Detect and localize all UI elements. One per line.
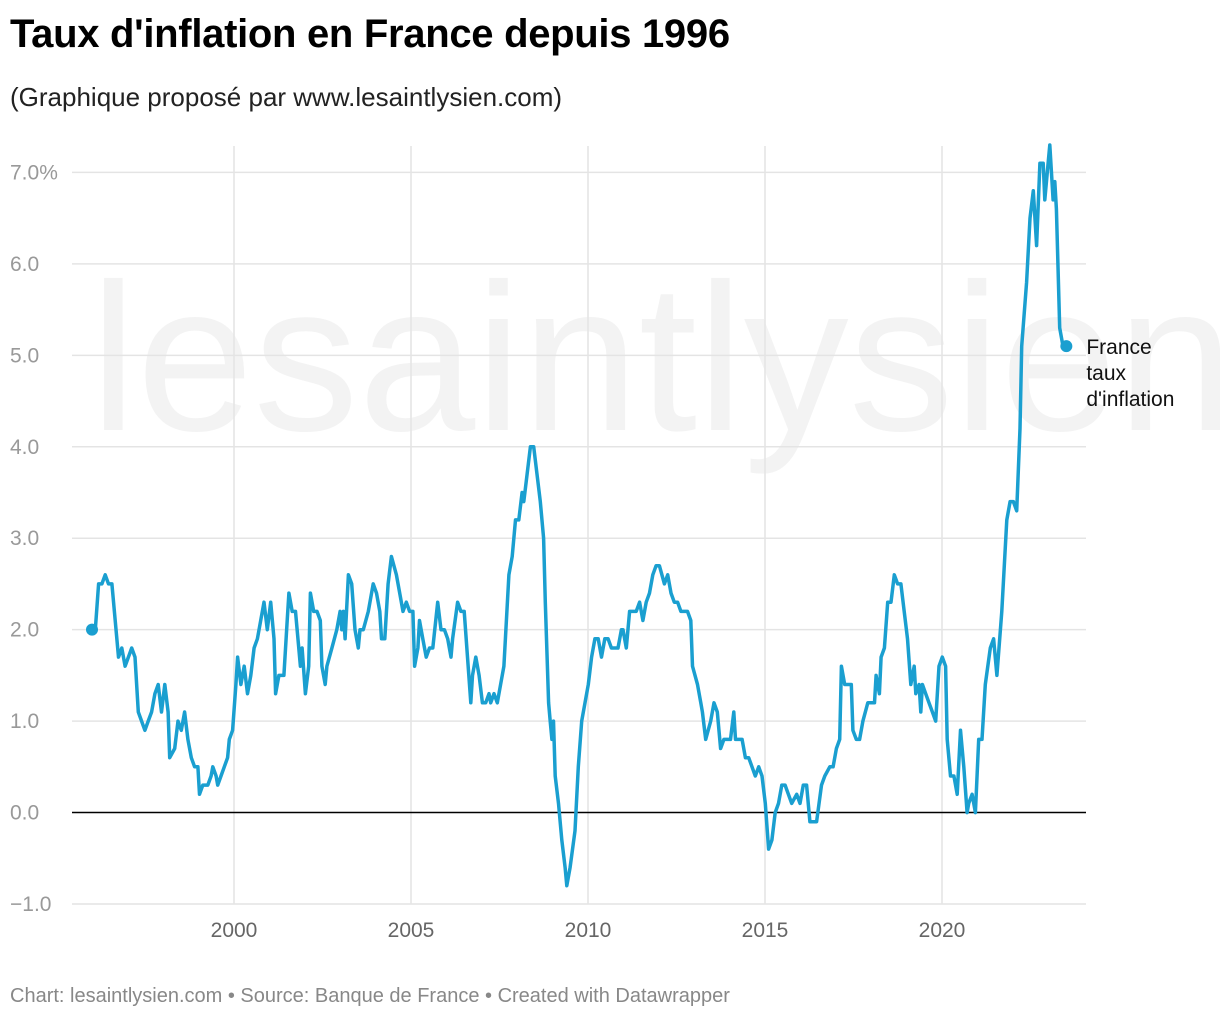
- x-tick-label: 2000: [211, 919, 258, 942]
- y-tick-label: 2.0: [10, 619, 39, 642]
- y-tick-label: 3.0: [10, 527, 39, 550]
- y-tick-label: 1.0: [10, 710, 39, 733]
- series-label: France taux d'inflation: [1086, 336, 1174, 411]
- y-tick-label: 6.0: [10, 253, 39, 276]
- chart-subtitle: (Graphique proposé par www.lesaintlysien…: [10, 82, 563, 112]
- y-tick-label: 4.0: [10, 436, 39, 459]
- y-axis: −1.0 0.0 1.0 2.0 3.0 4.0 5.0 6.0 7.0%: [10, 161, 58, 916]
- series-label-line: taux: [1086, 362, 1126, 385]
- series-layer: [86, 143, 1073, 888]
- x-tick-label: 2010: [565, 919, 612, 942]
- chart-title: Taux d'inflation en France depuis 1996: [10, 12, 730, 56]
- gridlines: [72, 146, 1086, 905]
- y-tick-label: −1.0: [10, 893, 51, 916]
- series-label-line: d'inflation: [1086, 388, 1174, 411]
- line-chart: lesaintlysien. −1.0 0.0 1.0 2.0 3.0 4.0 5.0 6.0…: [10, 143, 1220, 942]
- series-end-point: [1060, 340, 1073, 353]
- series-line: [90, 143, 1069, 888]
- series-label-line: France: [1086, 336, 1151, 359]
- series-start-point: [86, 623, 98, 636]
- chart-footer: Chart: lesaintlysien.com • Source: Banqu…: [10, 985, 730, 1007]
- y-tick-label: 0.0: [10, 802, 39, 825]
- y-tick-label: 5.0: [10, 344, 39, 367]
- watermark: lesaintlysien.: [90, 240, 1220, 475]
- x-tick-label: 2020: [919, 919, 966, 942]
- y-tick-label: 7.0%: [10, 161, 58, 184]
- x-axis: 2000 2005 2010 2015 2020: [211, 919, 966, 942]
- x-tick-label: 2005: [388, 919, 435, 942]
- x-tick-label: 2015: [742, 919, 789, 942]
